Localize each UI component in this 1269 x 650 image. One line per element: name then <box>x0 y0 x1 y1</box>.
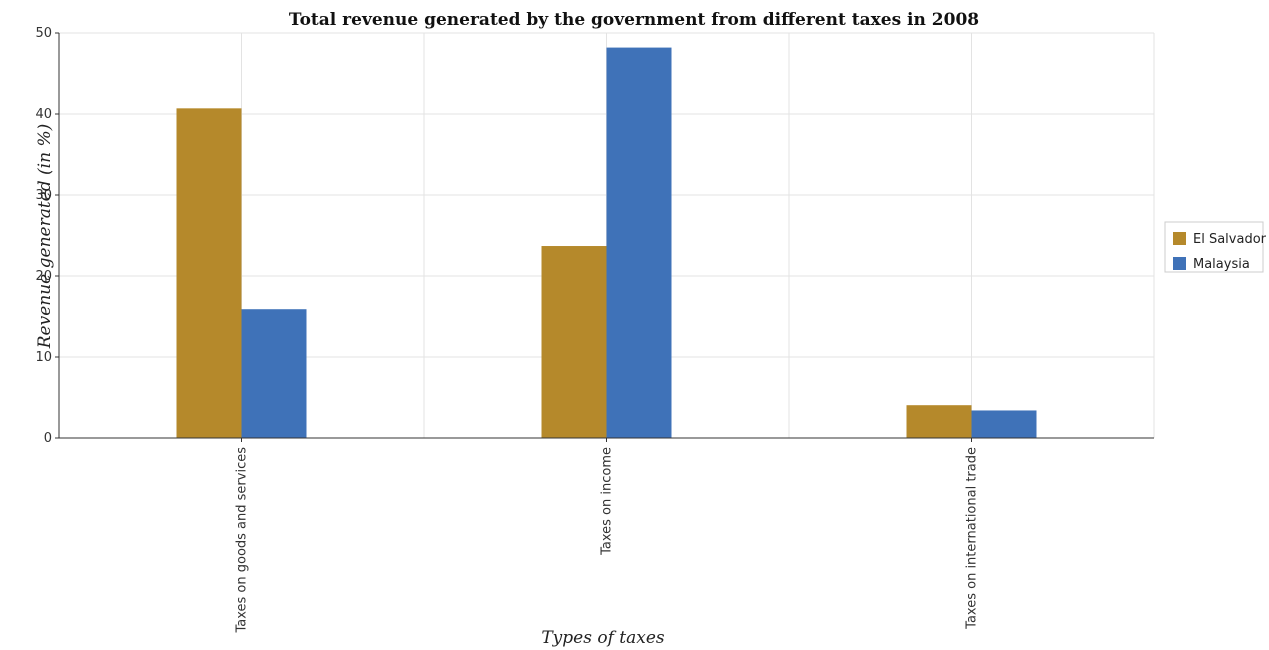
x-tick-labels: Taxes on goods and services Taxes on inco… <box>235 438 980 634</box>
bar-malaysia <box>241 309 307 438</box>
y-tick-label: 30 <box>35 188 52 203</box>
legend-label: El Salvador <box>1193 232 1267 247</box>
x-tick-label: Taxes on income <box>600 447 615 556</box>
x-axis-title: Types of taxes <box>541 628 665 648</box>
y-tick-label: 0 <box>44 431 52 446</box>
x-tick-label: Taxes on goods and services <box>235 447 250 634</box>
bar-malaysia <box>971 410 1037 438</box>
bar-el-salvador <box>541 246 607 438</box>
y-tick-labels: 0 10 20 30 40 50 <box>35 26 59 446</box>
bar-el-salvador <box>906 405 972 438</box>
legend-swatch <box>1173 232 1186 245</box>
legend-swatch <box>1173 257 1186 270</box>
chart-title: Total revenue generated by the governmen… <box>289 10 979 30</box>
y-axis-title: Revenue generated (in %) <box>35 124 55 350</box>
y-tick-label: 40 <box>35 107 52 122</box>
bars-group <box>176 47 1037 439</box>
legend: El Salvador Malaysia <box>1164 221 1267 273</box>
x-tick-label: Taxes on international trade <box>965 447 980 630</box>
y-tick-label: 20 <box>35 269 52 284</box>
y-tick-label: 50 <box>35 26 52 41</box>
legend-label: Malaysia <box>1193 257 1250 272</box>
y-tick-label: 10 <box>35 350 52 365</box>
bar-el-salvador <box>176 108 242 438</box>
bar-malaysia <box>606 47 672 439</box>
